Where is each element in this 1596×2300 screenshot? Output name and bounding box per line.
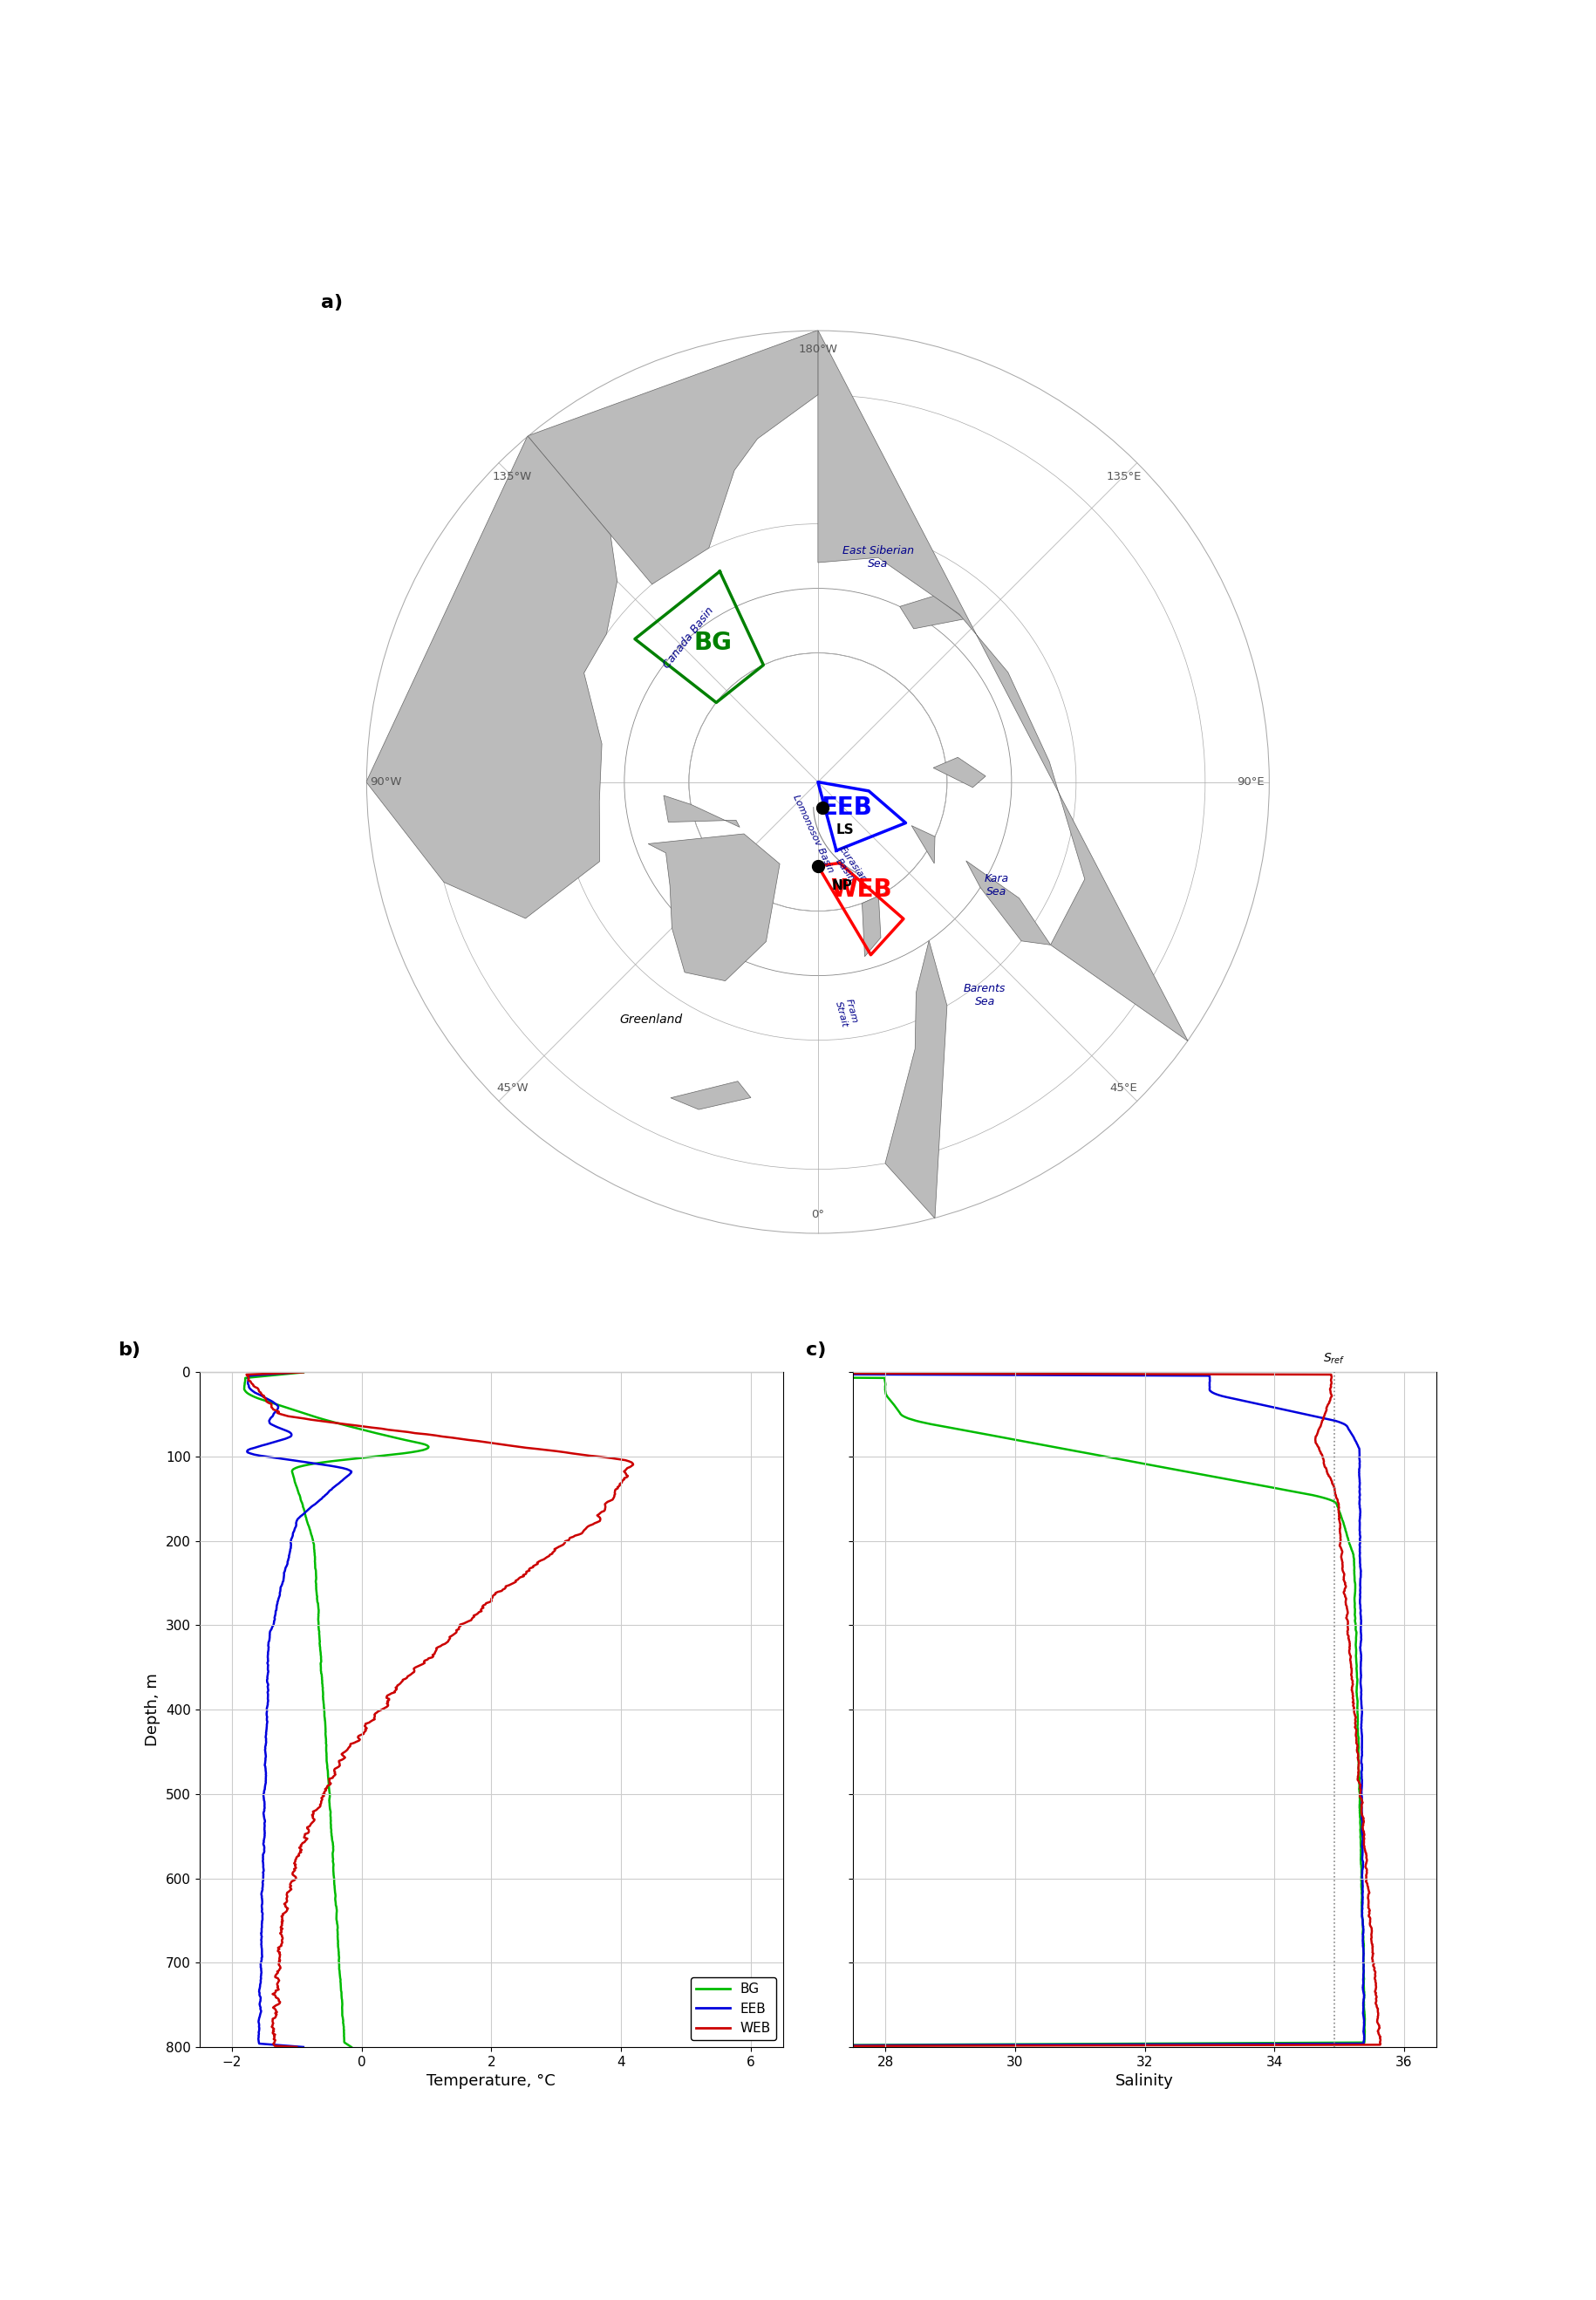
BG bbox=[294, 1359, 313, 1387]
Circle shape bbox=[365, 331, 1270, 1233]
EEB bbox=[255, 1757, 275, 1785]
X-axis label: Temperature, °C: Temperature, °C bbox=[426, 2072, 555, 2088]
PathPatch shape bbox=[528, 331, 819, 584]
EEB bbox=[287, 1359, 306, 1387]
Text: Lomonosov Basin: Lomonosov Basin bbox=[792, 794, 835, 874]
Text: 180°W: 180°W bbox=[798, 345, 838, 354]
BG bbox=[1352, 1868, 1371, 1895]
BG bbox=[324, 1868, 343, 1895]
BG bbox=[1347, 1663, 1366, 1690]
Line: BG: BG bbox=[244, 1373, 429, 2047]
Text: 135°E: 135°E bbox=[1106, 471, 1141, 483]
X-axis label: Salinity: Salinity bbox=[1116, 2072, 1173, 2088]
BG bbox=[318, 1757, 337, 1785]
EEB bbox=[1352, 1757, 1371, 1785]
PathPatch shape bbox=[670, 1081, 750, 1109]
Line: WEB: WEB bbox=[426, 1373, 1381, 2047]
PathPatch shape bbox=[966, 860, 1050, 945]
EEB bbox=[282, 1359, 302, 1387]
Text: WEB: WEB bbox=[830, 879, 892, 902]
WEB bbox=[284, 1868, 303, 1895]
BG bbox=[305, 1532, 324, 1559]
Text: c): c) bbox=[806, 1341, 827, 1359]
Text: 90°W: 90°W bbox=[370, 777, 402, 787]
BG bbox=[1341, 1532, 1360, 1559]
Text: Greenland: Greenland bbox=[619, 1014, 683, 1026]
Text: Kara
Sea: Kara Sea bbox=[985, 874, 1009, 897]
PathPatch shape bbox=[886, 941, 946, 1219]
Text: a): a) bbox=[321, 294, 343, 310]
PathPatch shape bbox=[862, 897, 881, 957]
WEB bbox=[552, 1532, 571, 1559]
Text: b): b) bbox=[118, 1341, 140, 1359]
EEB bbox=[254, 1868, 273, 1895]
PathPatch shape bbox=[934, 757, 986, 787]
WEB bbox=[605, 1479, 624, 1507]
Line: EEB: EEB bbox=[292, 1373, 1365, 2047]
WEB bbox=[1325, 1479, 1344, 1507]
WEB bbox=[417, 1359, 436, 1387]
WEB bbox=[1329, 1532, 1349, 1559]
PathPatch shape bbox=[365, 437, 618, 918]
EEB bbox=[257, 1663, 276, 1690]
WEB bbox=[324, 1757, 343, 1785]
BG bbox=[342, 2033, 361, 2061]
WEB bbox=[302, 1810, 321, 1838]
Text: 135°W: 135°W bbox=[493, 471, 531, 483]
PathPatch shape bbox=[819, 331, 1187, 1042]
Text: $\mathit{S}_{\mathit{ref}}$: $\mathit{S}_{\mathit{ref}}$ bbox=[1323, 1352, 1345, 1366]
PathPatch shape bbox=[664, 796, 739, 828]
PathPatch shape bbox=[911, 826, 935, 862]
Text: EEB: EEB bbox=[820, 796, 873, 821]
WEB bbox=[397, 1663, 417, 1690]
Text: Canada Basin: Canada Basin bbox=[661, 605, 717, 672]
EEB bbox=[1352, 1810, 1371, 1838]
BG bbox=[1285, 1479, 1304, 1507]
EEB bbox=[319, 1479, 338, 1507]
Text: Barents
Sea: Barents Sea bbox=[964, 984, 1005, 1007]
BG bbox=[313, 1663, 332, 1690]
EEB bbox=[255, 1810, 275, 1838]
Text: East Siberian
Sea: East Siberian Sea bbox=[843, 545, 915, 570]
BG bbox=[437, 2033, 456, 2061]
BG bbox=[1349, 1757, 1368, 1785]
WEB bbox=[1349, 1757, 1368, 1785]
Y-axis label: Depth, m: Depth, m bbox=[145, 1672, 161, 1746]
WEB bbox=[447, 2033, 466, 2061]
WEB bbox=[1353, 1810, 1373, 1838]
Legend: BG, EEB, WEB: BG, EEB, WEB bbox=[691, 1978, 776, 2040]
EEB bbox=[294, 2033, 313, 2061]
WEB bbox=[294, 1359, 313, 1387]
Text: 90°E: 90°E bbox=[1237, 777, 1264, 787]
EEB bbox=[372, 2033, 391, 2061]
Line: EEB: EEB bbox=[247, 1373, 351, 2047]
PathPatch shape bbox=[648, 835, 780, 980]
Text: Eurasian
Basin: Eurasian Basin bbox=[828, 844, 868, 890]
Line: BG: BG bbox=[0, 1373, 1365, 2047]
PathPatch shape bbox=[900, 596, 964, 628]
Text: 45°W: 45°W bbox=[496, 1081, 528, 1092]
Text: Fram
Strait: Fram Strait bbox=[833, 998, 859, 1028]
Line: WEB: WEB bbox=[246, 1373, 634, 2047]
WEB bbox=[1357, 1868, 1376, 1895]
Text: 45°E: 45°E bbox=[1109, 1081, 1138, 1092]
Text: 0°: 0° bbox=[811, 1210, 825, 1219]
WEB bbox=[287, 2033, 306, 2061]
Text: LS: LS bbox=[836, 823, 854, 837]
BG bbox=[289, 1479, 308, 1507]
Text: NP: NP bbox=[832, 879, 852, 892]
Text: BG: BG bbox=[694, 630, 733, 655]
EEB bbox=[281, 1532, 300, 1559]
EEB bbox=[1350, 1532, 1369, 1559]
WEB bbox=[1342, 1663, 1361, 1690]
EEB bbox=[1352, 1663, 1371, 1690]
BG bbox=[1350, 1810, 1369, 1838]
EEB bbox=[1353, 1868, 1373, 1895]
EEB bbox=[1350, 1479, 1369, 1507]
BG bbox=[321, 1810, 340, 1838]
